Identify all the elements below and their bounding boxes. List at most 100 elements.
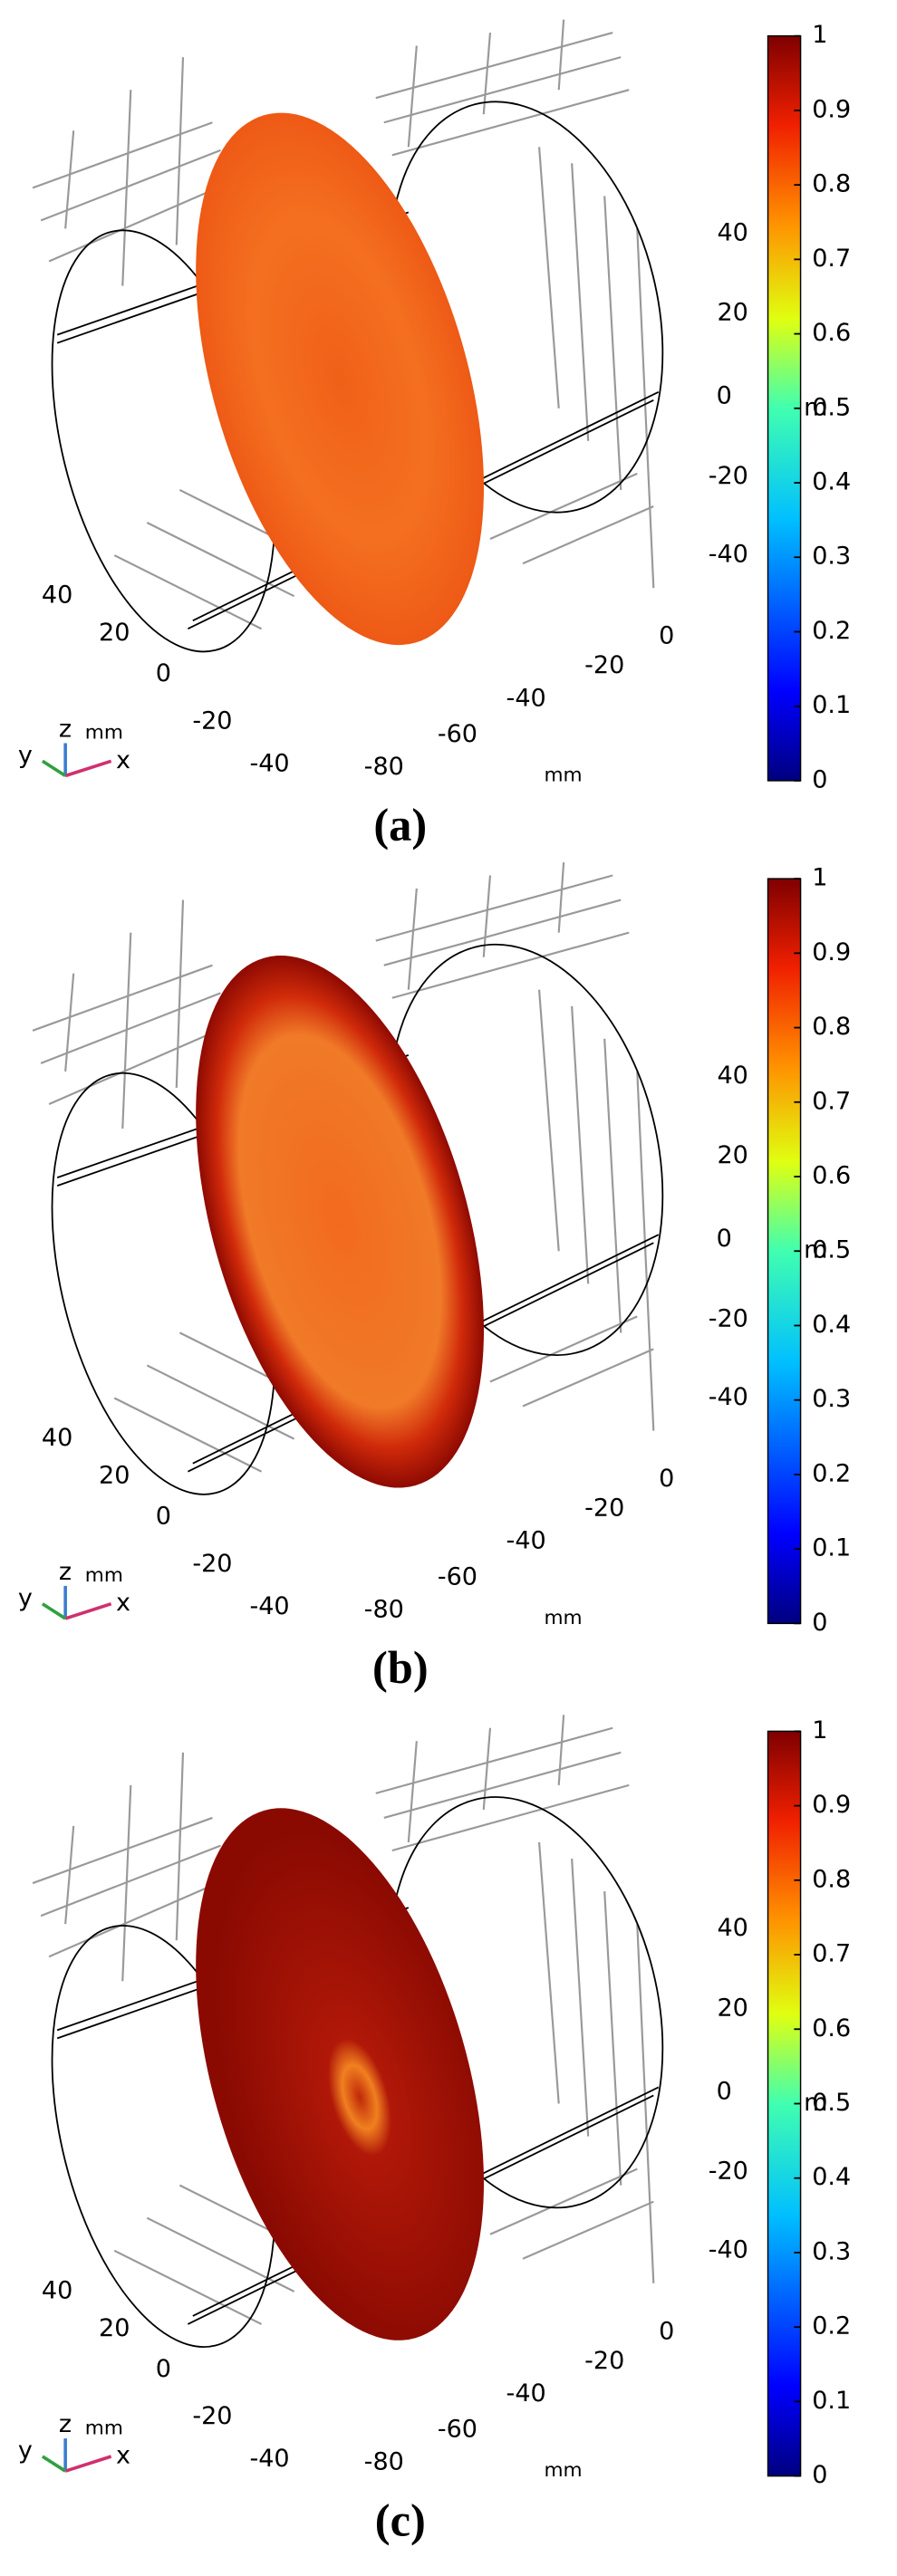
z-tick-label: 20	[717, 1994, 748, 2022]
colorbar-tick-label: 0.1	[812, 691, 851, 719]
colorbar-tick-label: 0.9	[812, 95, 851, 123]
grid-line	[383, 56, 622, 124]
grid-line	[571, 163, 590, 441]
panel: 1 0.9 0.8 0.7 0.6 0.5 0.4 0.3 0.2 0.1 0 m 40 20 0 -20 -4…	[18, 19, 851, 851]
grid-line	[113, 2249, 263, 2325]
disk	[196, 112, 484, 646]
colorbar-tick-label: 0	[812, 1609, 827, 1637]
colorbar-tick-label: 0	[812, 765, 827, 793]
grid-line	[636, 1071, 655, 1431]
colorbar-tick-label: 1	[812, 864, 827, 892]
y-tick-label: 0	[156, 659, 171, 687]
colorbar-tick-label: 1	[812, 1716, 827, 1745]
grid-line	[391, 89, 630, 157]
y-tick-label: 40	[42, 2276, 72, 2304]
z-tick-label: 0	[717, 382, 732, 410]
z-tick-label: -40	[709, 541, 748, 569]
colorbar-tick-label: 0.9	[812, 938, 851, 966]
x-tick-label: -80	[364, 1595, 404, 1623]
colorbar-tick-label: 0.8	[812, 1865, 851, 1893]
colorbar-tick-label: 0.6	[812, 319, 851, 347]
colorbar-tick-label: 0.8	[812, 170, 851, 198]
z-tick-label: 0	[717, 2077, 732, 2105]
grid-line	[407, 45, 418, 148]
colorbar-tick-label: 0.4	[812, 1311, 851, 1339]
grid-line	[489, 472, 638, 541]
y-tick-label: -40	[249, 749, 289, 777]
colorbar-tick-label: 0	[812, 2461, 827, 2489]
grid-line	[64, 130, 75, 229]
x-tick-label: -60	[438, 720, 477, 748]
grid-line	[482, 32, 492, 115]
x-tick-label: -80	[364, 753, 404, 781]
x-tick-label: 0	[659, 622, 674, 650]
caption: (b)	[372, 1642, 429, 1693]
colorbar-tick-label: 0.7	[812, 1940, 851, 1968]
panel: 1 0.9 0.8 0.7 0.6 0.5 0.4 0.3 0.2 0.1 0 m 40 20 0 -20 -4…	[18, 1715, 851, 2545]
grid-line	[32, 121, 213, 189]
grid-line	[603, 1038, 622, 1333]
z-tick-label: -20	[709, 462, 748, 490]
colorbar-tick-label: 0.3	[812, 543, 851, 571]
triad-y-label: y	[18, 2437, 33, 2465]
x-tick-label: -80	[364, 2448, 404, 2476]
z-tick-label: 0	[717, 1225, 732, 1253]
triad-x-label: x	[116, 746, 130, 774]
triad-x	[64, 759, 112, 778]
grid-line	[32, 964, 213, 1032]
z-tick-label: 20	[717, 299, 748, 327]
z-tick-label: 40	[717, 1062, 748, 1090]
grid-line	[40, 1844, 221, 1918]
grid-line	[375, 874, 613, 942]
colorbar-tick-label: 0.2	[812, 2312, 851, 2341]
grid-line	[391, 931, 630, 999]
colorbar-tick-label: 0.8	[812, 1013, 851, 1041]
grid-line	[636, 228, 655, 589]
disk	[196, 956, 484, 1488]
z-tick-label: 40	[717, 218, 748, 246]
colorbar-tick-label: 0.2	[812, 617, 851, 645]
grid-line	[48, 1024, 229, 1105]
triad-unit: mm	[85, 2417, 123, 2439]
x-tick-label: -40	[506, 1527, 546, 1555]
grid-line	[557, 1715, 565, 1785]
triad-x-label: x	[116, 2441, 130, 2469]
x-tick-label: -40	[506, 684, 546, 712]
grid-line	[603, 1891, 622, 2186]
caption: (a)	[373, 800, 427, 851]
y-tick-label: -40	[249, 1592, 289, 1620]
colorbar-tick-label: 0.7	[812, 245, 851, 273]
y-tick-label: -20	[192, 707, 232, 735]
axis-unit: mm	[544, 2459, 582, 2482]
disk	[196, 1808, 484, 2341]
z-tick-label: -20	[709, 1304, 748, 1332]
triad-y-label: y	[18, 1584, 33, 1612]
grid-line	[537, 989, 560, 1252]
x-tick-label: 0	[659, 1465, 674, 1493]
grid-line	[40, 992, 221, 1064]
x-tick-label: -20	[584, 651, 624, 679]
caption: (c)	[375, 2494, 426, 2545]
triad-y	[41, 759, 67, 778]
grid-line	[383, 1751, 622, 1819]
y-tick-label: 20	[99, 2314, 130, 2342]
z-tick-label: 20	[717, 1141, 748, 1169]
x-tick-label: -20	[584, 1495, 624, 1523]
triad-z-label: z	[59, 1558, 72, 1586]
triad-z-label: z	[59, 2410, 72, 2438]
triad-unit: mm	[85, 722, 123, 745]
grid-line	[48, 181, 229, 263]
colorbar-tick-label: 0.1	[812, 1534, 851, 1562]
colorbar-tick-label: 0.6	[812, 1162, 851, 1190]
axis-unit: mm	[544, 764, 582, 787]
y-tick-label: -20	[192, 1550, 232, 1578]
colorbar-tick-label: 0.5	[812, 393, 851, 421]
z-tick-label: -20	[709, 2158, 748, 2186]
grid-line	[489, 2167, 638, 2235]
grid-line	[391, 1783, 630, 1852]
panel: 1 0.9 0.8 0.7 0.6 0.5 0.4 0.3 0.2 0.1 0 m 40 20 0 -20 -4…	[18, 862, 851, 1693]
grid-line	[603, 196, 622, 491]
colorbar-tick-label: 0.2	[812, 1459, 851, 1487]
colorbar-tick-label: 0.1	[812, 2387, 851, 2415]
